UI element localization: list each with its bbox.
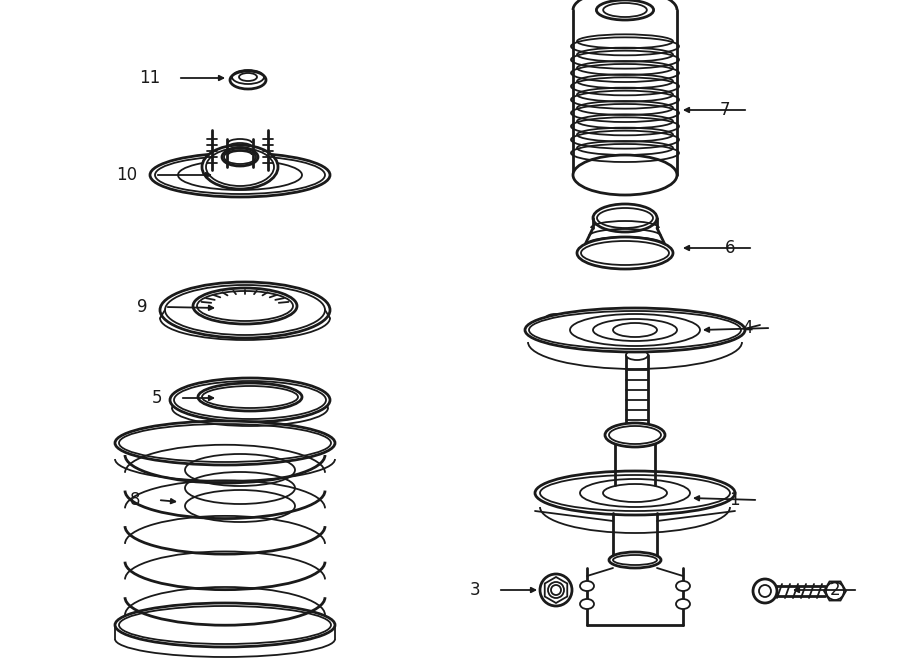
Ellipse shape (540, 574, 572, 606)
Text: 3: 3 (470, 581, 480, 599)
Ellipse shape (222, 148, 258, 166)
Ellipse shape (597, 0, 653, 20)
Ellipse shape (676, 581, 690, 591)
Ellipse shape (580, 599, 594, 609)
Ellipse shape (676, 599, 690, 609)
Ellipse shape (826, 582, 844, 600)
Ellipse shape (609, 552, 661, 568)
Ellipse shape (573, 155, 677, 195)
Ellipse shape (577, 237, 673, 269)
Text: 11: 11 (139, 69, 160, 87)
Ellipse shape (605, 423, 665, 447)
Text: 4: 4 (742, 319, 753, 337)
Polygon shape (824, 582, 846, 601)
Ellipse shape (193, 288, 297, 324)
Ellipse shape (115, 603, 335, 647)
Ellipse shape (150, 153, 330, 197)
Ellipse shape (626, 350, 648, 360)
Ellipse shape (551, 585, 561, 595)
Text: 6: 6 (724, 239, 735, 257)
Ellipse shape (160, 282, 330, 338)
Text: 8: 8 (130, 491, 140, 509)
Ellipse shape (230, 71, 266, 89)
Polygon shape (544, 577, 567, 603)
Ellipse shape (593, 204, 657, 232)
Ellipse shape (535, 471, 735, 515)
Text: 1: 1 (729, 491, 740, 509)
Ellipse shape (548, 582, 564, 598)
Text: 10: 10 (116, 166, 137, 184)
Text: 7: 7 (719, 101, 730, 119)
Text: 9: 9 (137, 298, 147, 316)
Ellipse shape (170, 378, 330, 422)
Ellipse shape (759, 585, 771, 597)
Text: 5: 5 (151, 389, 162, 407)
Ellipse shape (525, 308, 745, 352)
Ellipse shape (115, 421, 335, 465)
Ellipse shape (198, 383, 302, 411)
Ellipse shape (753, 579, 777, 603)
Text: 2: 2 (830, 581, 840, 599)
Ellipse shape (202, 145, 278, 189)
Ellipse shape (580, 581, 594, 591)
